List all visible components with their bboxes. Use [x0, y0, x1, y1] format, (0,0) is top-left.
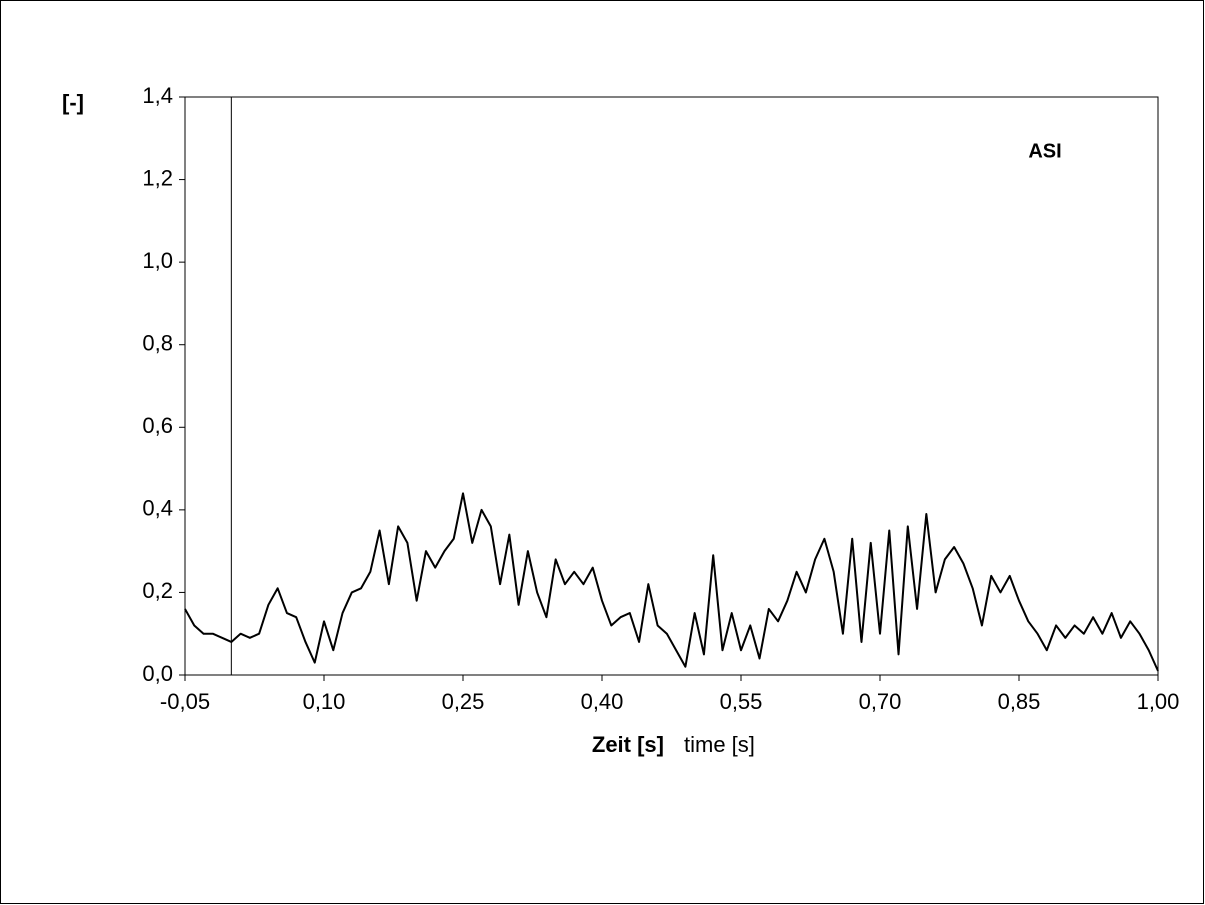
y-tick-label: 1,4	[142, 83, 173, 108]
y-tick-label: 0,2	[142, 578, 173, 603]
y-tick-label: 0,4	[142, 496, 173, 521]
x-tick-label: 0,85	[998, 689, 1041, 714]
data-line	[184, 492, 1159, 672]
x-axis-label-english: time [s]	[684, 732, 755, 757]
x-tick-label: 0,55	[720, 689, 763, 714]
x-axis-label: Zeit [s]	[592, 732, 664, 757]
x-tick-label: 0,70	[859, 689, 902, 714]
y-tick-label: 1,2	[142, 165, 173, 190]
x-tick-label: 1,00	[1137, 689, 1180, 714]
x-tick-label: 0,40	[581, 689, 624, 714]
y-tick-label: 0,0	[142, 661, 173, 686]
y-tick-label: 1,0	[142, 248, 173, 273]
x-tick-label: -0,05	[160, 689, 210, 714]
x-tick-label: 0,25	[442, 689, 485, 714]
plot-area	[184, 96, 1159, 676]
y-tick-label: 0,6	[142, 413, 173, 438]
y-axis-label: [-]	[62, 90, 84, 115]
x-tick-label: 0,10	[303, 689, 346, 714]
annotation: ASI	[1028, 140, 1061, 162]
y-tick-label: 0,8	[142, 331, 173, 356]
